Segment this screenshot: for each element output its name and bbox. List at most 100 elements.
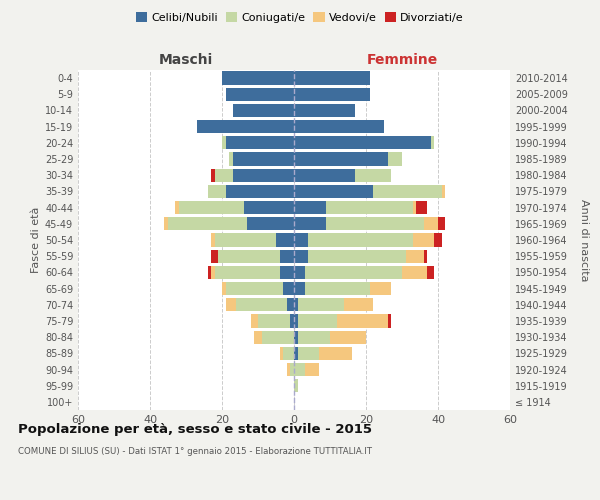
Bar bbox=[197, 120, 294, 134]
Bar bbox=[305, 282, 370, 295]
Bar bbox=[226, 282, 283, 295]
Bar bbox=[258, 314, 290, 328]
Bar bbox=[294, 185, 373, 198]
Bar bbox=[236, 298, 287, 312]
Bar bbox=[208, 266, 211, 279]
Bar bbox=[344, 298, 373, 312]
Text: Maschi: Maschi bbox=[159, 53, 213, 67]
Y-axis label: Anni di nascita: Anni di nascita bbox=[579, 198, 589, 281]
Bar bbox=[244, 201, 294, 214]
Bar bbox=[280, 346, 283, 360]
Bar bbox=[254, 330, 262, 344]
Bar bbox=[287, 298, 294, 312]
Bar bbox=[413, 234, 434, 246]
Bar bbox=[434, 234, 442, 246]
Bar bbox=[388, 152, 402, 166]
Bar bbox=[290, 314, 294, 328]
Bar bbox=[283, 282, 294, 295]
Bar bbox=[218, 250, 280, 263]
Bar bbox=[280, 266, 294, 279]
Bar bbox=[308, 234, 413, 246]
Bar bbox=[294, 250, 308, 263]
Bar bbox=[283, 346, 294, 360]
Bar bbox=[164, 217, 168, 230]
Bar bbox=[222, 282, 226, 295]
Bar bbox=[294, 88, 370, 101]
Bar bbox=[298, 346, 319, 360]
Bar bbox=[424, 250, 427, 263]
Bar bbox=[294, 266, 305, 279]
Bar bbox=[233, 152, 294, 166]
Bar bbox=[442, 185, 445, 198]
Bar bbox=[298, 298, 344, 312]
Bar bbox=[431, 136, 434, 149]
Bar bbox=[305, 266, 402, 279]
Bar bbox=[226, 298, 236, 312]
Bar bbox=[294, 234, 308, 246]
Bar bbox=[294, 120, 384, 134]
Y-axis label: Fasce di età: Fasce di età bbox=[31, 207, 41, 273]
Bar bbox=[233, 168, 294, 182]
Bar bbox=[373, 185, 442, 198]
Bar bbox=[294, 330, 298, 344]
Bar bbox=[211, 168, 215, 182]
Bar bbox=[287, 363, 290, 376]
Bar bbox=[276, 234, 294, 246]
Legend: Celibi/Nubili, Coniugati/e, Vedovi/e, Divorziati/e: Celibi/Nubili, Coniugati/e, Vedovi/e, Di… bbox=[132, 8, 468, 28]
Bar bbox=[294, 201, 326, 214]
Bar bbox=[406, 250, 424, 263]
Bar bbox=[402, 266, 427, 279]
Bar bbox=[330, 330, 366, 344]
Bar bbox=[413, 201, 416, 214]
Bar bbox=[294, 314, 298, 328]
Bar bbox=[262, 330, 294, 344]
Bar bbox=[294, 282, 305, 295]
Bar bbox=[298, 314, 337, 328]
Bar bbox=[211, 266, 215, 279]
Text: Femmine: Femmine bbox=[367, 53, 437, 67]
Bar bbox=[427, 266, 434, 279]
Bar bbox=[226, 185, 294, 198]
Bar bbox=[208, 185, 226, 198]
Bar bbox=[175, 201, 179, 214]
Bar bbox=[247, 217, 294, 230]
Bar bbox=[226, 136, 294, 149]
Bar bbox=[294, 217, 326, 230]
Bar bbox=[251, 314, 258, 328]
Bar bbox=[355, 168, 391, 182]
Bar bbox=[326, 217, 424, 230]
Bar bbox=[305, 363, 319, 376]
Bar bbox=[233, 104, 294, 117]
Bar bbox=[319, 346, 352, 360]
Bar bbox=[179, 201, 244, 214]
Bar bbox=[290, 363, 294, 376]
Bar bbox=[294, 346, 298, 360]
Bar bbox=[298, 330, 330, 344]
Bar bbox=[370, 282, 391, 295]
Bar bbox=[416, 201, 427, 214]
Text: Popolazione per età, sesso e stato civile - 2015: Popolazione per età, sesso e stato civil… bbox=[18, 422, 372, 436]
Bar bbox=[215, 168, 233, 182]
Text: COMUNE DI SILIUS (SU) - Dati ISTAT 1° gennaio 2015 - Elaborazione TUTTITALIA.IT: COMUNE DI SILIUS (SU) - Dati ISTAT 1° ge… bbox=[18, 448, 372, 456]
Bar bbox=[211, 250, 218, 263]
Bar bbox=[226, 88, 294, 101]
Bar bbox=[294, 152, 388, 166]
Bar bbox=[337, 314, 388, 328]
Bar bbox=[294, 136, 431, 149]
Bar bbox=[294, 363, 305, 376]
Bar bbox=[294, 104, 355, 117]
Bar bbox=[294, 168, 355, 182]
Bar bbox=[215, 234, 276, 246]
Bar bbox=[222, 72, 294, 85]
Bar bbox=[294, 298, 298, 312]
Bar bbox=[308, 250, 406, 263]
Bar bbox=[211, 234, 215, 246]
Bar bbox=[280, 250, 294, 263]
Bar bbox=[222, 136, 226, 149]
Bar bbox=[438, 217, 445, 230]
Bar bbox=[424, 217, 438, 230]
Bar bbox=[326, 201, 413, 214]
Bar bbox=[229, 152, 233, 166]
Bar bbox=[388, 314, 391, 328]
Bar bbox=[294, 72, 370, 85]
